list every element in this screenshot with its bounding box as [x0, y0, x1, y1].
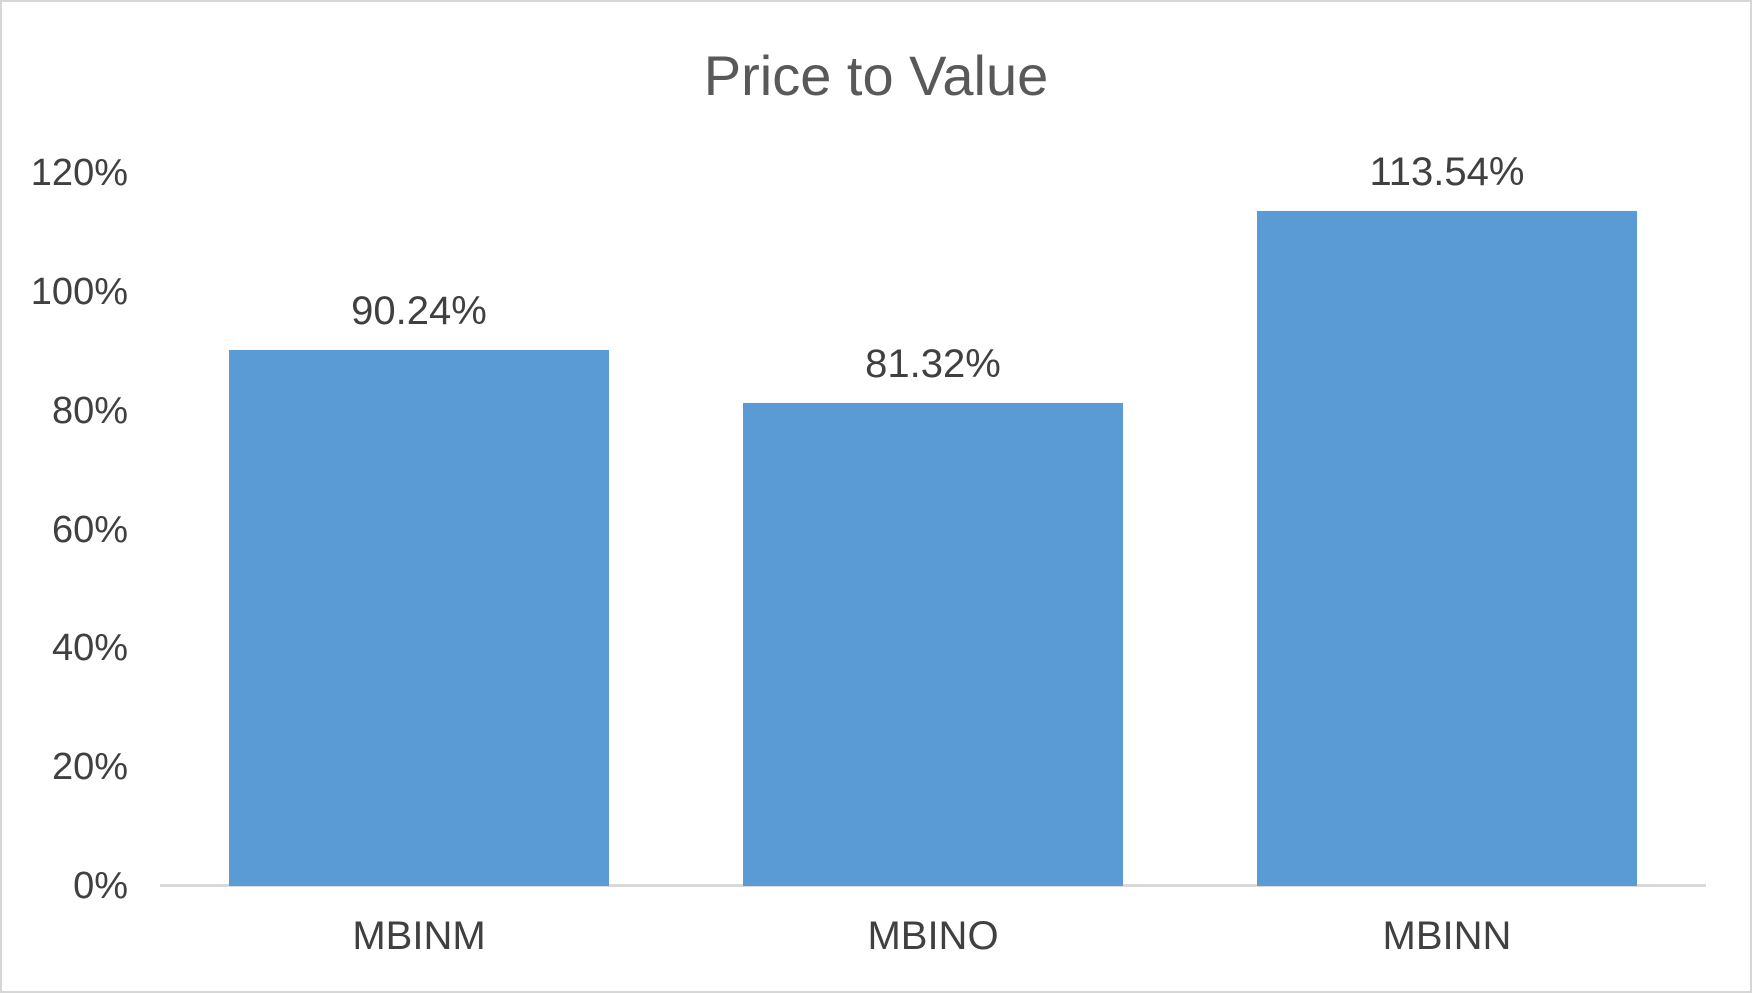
x-axis-label: MBINN	[1382, 914, 1512, 958]
bar	[229, 349, 609, 886]
x-axis-label: MBINO	[867, 914, 999, 958]
y-axis-tick-label: 20%	[51, 746, 128, 789]
bar-value-label: 113.54%	[1369, 150, 1525, 195]
y-axis-tick-label: 120%	[30, 152, 128, 194]
bar	[1257, 211, 1637, 886]
y-axis-tick-label: 40%	[51, 627, 128, 670]
y-axis-tick-label: 80%	[51, 389, 128, 432]
chart-title: Price to Value	[703, 44, 1049, 107]
bar-value-label: 90.24%	[351, 288, 487, 333]
y-axis-tick-label: 100%	[30, 270, 128, 313]
y-axis-tick-label: 60%	[51, 508, 128, 551]
y-axis-tick-label: 0%	[73, 865, 128, 907]
bar	[743, 402, 1123, 886]
x-axis-label: MBINM	[352, 914, 486, 958]
bar-value-label: 81.32%	[865, 341, 1001, 386]
